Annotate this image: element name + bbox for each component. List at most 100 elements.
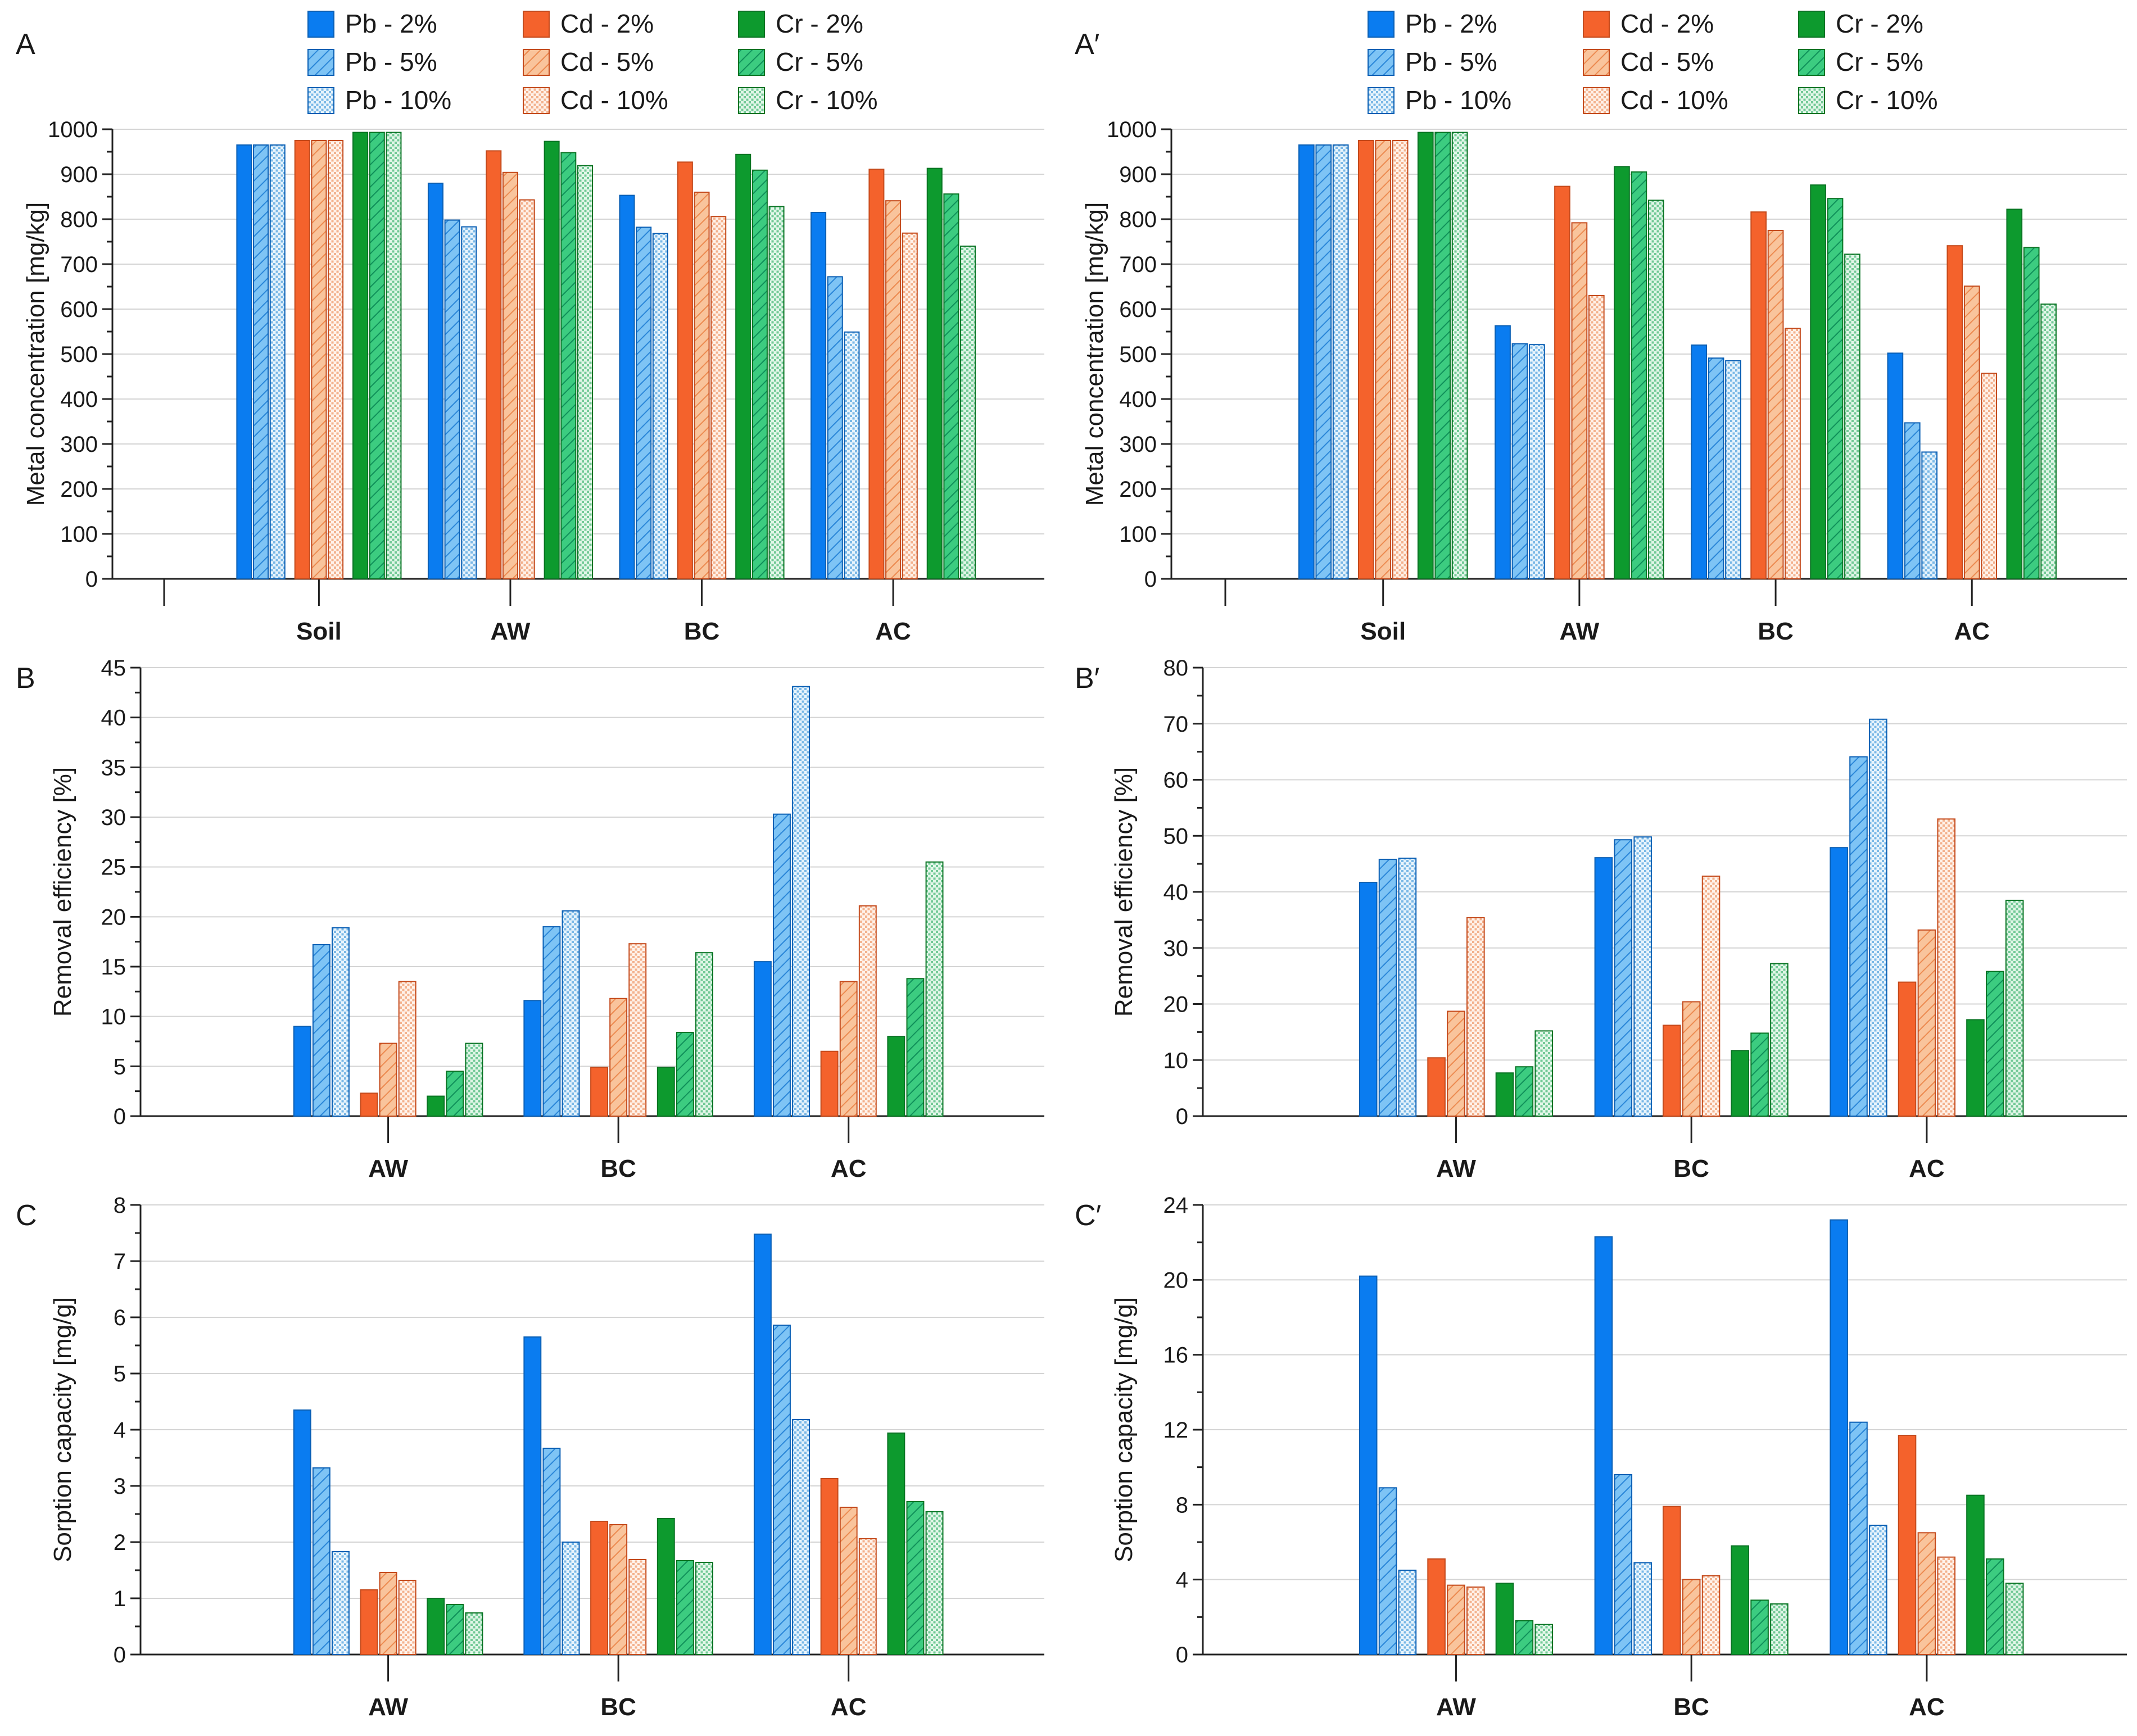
bar-cd-5pct-ac	[1963, 285, 1980, 579]
bar-cr-5pct-aw	[1515, 1620, 1534, 1655]
legend-label-cr-5pct: Cr - 5%	[1836, 47, 1923, 76]
bar-cr-2pct-bc	[657, 1067, 675, 1117]
bar-cr-10pct-soil	[1451, 132, 1468, 580]
bar-cd-2pct-aw	[1427, 1057, 1446, 1117]
y-tick-label: 30	[1163, 936, 1189, 961]
y-tick-label: 6	[114, 1306, 126, 1330]
legend-label-cr-2pct: Cr - 2%	[1836, 9, 1923, 38]
bar-pb-5pct-ac	[1849, 1421, 1868, 1656]
y-tick-label: 0	[114, 1104, 126, 1129]
bar-cd-5pct-ac	[1917, 929, 1936, 1117]
legend-swatch-pb-2pct	[1368, 11, 1395, 38]
bar-cd-5pct-ac	[839, 981, 858, 1117]
legend-swatch-cd-2pct	[523, 11, 550, 38]
category-label-ac: AC	[1909, 1693, 1945, 1721]
bar-cr-5pct-bc	[1750, 1599, 1769, 1655]
category-label-ac: AC	[831, 1693, 867, 1721]
legend-label-cr-5pct: Cr - 5%	[776, 47, 863, 76]
bar-pb-5pct-bc	[542, 1448, 561, 1655]
legend-swatch-pb-2pct	[307, 11, 334, 38]
bar-pb-10pct-soil	[1332, 144, 1349, 579]
bar-pb-5pct-ac	[827, 276, 843, 579]
bar-pb-5pct-soil	[253, 144, 269, 579]
legend-swatch-cd-5pct	[1583, 49, 1610, 76]
bar-pb-2pct-aw	[293, 1026, 311, 1117]
panel-label-a: A	[16, 28, 35, 61]
y-tick-label: 800	[60, 207, 98, 232]
bar-pb-2pct-aw	[1495, 325, 1511, 579]
bar-cd-10pct-ac	[858, 905, 877, 1117]
panel-a-prime: A′ 0 100 200 300 400 500 600 700 800 900 1000 Metal …	[1075, 28, 2127, 645]
bar-cd-10pct-ac	[858, 1538, 877, 1655]
y-tick-label: 7	[114, 1249, 126, 1274]
y-axis-title: Removal efficiency [%]	[1110, 767, 1138, 1017]
y-tick-label: 30	[101, 805, 126, 830]
bar-cr-10pct-ac	[2005, 1583, 2024, 1655]
bar-pb-5pct-ac	[773, 813, 791, 1117]
bar-cr-2pct-ac	[1966, 1494, 1985, 1656]
y-tick-label: 400	[1119, 387, 1157, 412]
bar-cd-10pct-bc	[710, 216, 727, 579]
bar-cr-5pct-soil	[369, 132, 385, 580]
category-label-ac: AC	[831, 1155, 867, 1182]
panel-label-c-prime: C′	[1075, 1199, 1101, 1232]
bar-pb-10pct-bc	[1725, 360, 1741, 579]
bar-pb-5pct-bc	[1614, 1474, 1633, 1655]
bar-pb-5pct-soil	[1315, 144, 1332, 579]
panel-label-c: C	[16, 1199, 37, 1232]
bar-pb-2pct-ac	[753, 961, 772, 1117]
category-label-soil: Soil	[296, 618, 342, 645]
bar-cd-2pct-aw	[360, 1589, 378, 1655]
bar-cr-10pct-ac	[925, 861, 944, 1117]
bar-pb-10pct-ac	[792, 686, 811, 1117]
bar-cr-10pct-bc	[1844, 253, 1860, 579]
bar-cd-10pct-bc	[628, 1559, 647, 1655]
panel-c: C 0 1 2 3 4 5 6 7 8 Sorption capacity [mg/g] AW BC AC	[16, 1193, 1044, 1721]
bar-cr-10pct-bc	[1770, 963, 1789, 1117]
bar-pb-10pct-bc	[652, 233, 668, 580]
y-tick-label: 8	[1176, 1493, 1188, 1517]
bar-cr-5pct-bc	[751, 169, 768, 579]
bar-cr-5pct-ac	[2023, 247, 2040, 579]
y-tick-label: 4	[1176, 1568, 1188, 1593]
panel-label-b-prime: B′	[1075, 662, 1099, 695]
bar-cr-2pct-bc	[1731, 1050, 1750, 1117]
bar-cr-5pct-aw	[446, 1071, 464, 1117]
bar-pb-2pct-ac	[753, 1234, 772, 1655]
bar-cr-2pct-bc	[657, 1518, 675, 1655]
bar-cd-5pct-bc	[694, 192, 710, 579]
legend-label-cd-5pct: Cd - 5%	[560, 47, 654, 76]
category-label-bc: BC	[684, 618, 720, 645]
y-tick-label: 400	[60, 387, 98, 412]
legend-swatch-cr-5pct	[738, 49, 765, 76]
bar-cr-2pct-bc	[1731, 1545, 1750, 1656]
bar-pb-10pct-ac	[1869, 718, 1887, 1117]
bar-pb-2pct-ac	[1830, 1219, 1848, 1656]
bar-cd-10pct-bc	[1701, 1575, 1721, 1655]
bar-cd-2pct-ac	[820, 1478, 839, 1655]
bar-cd-2pct-ac	[820, 1050, 839, 1117]
panel-c-prime: C′ 0 4 8 12 16 20 24 Sorption capacity [mg/g] AW B…	[1075, 1193, 2127, 1721]
panel-label-b: B	[16, 662, 35, 695]
bar-pb-5pct-ac	[1849, 756, 1868, 1117]
bar-cr-10pct-ac	[925, 1511, 944, 1655]
bar-cr-5pct-aw	[1515, 1066, 1534, 1117]
category-label-aw: AW	[1436, 1693, 1476, 1721]
bar-pb-2pct-bc	[523, 1336, 542, 1655]
y-tick-label: 70	[1163, 712, 1189, 737]
y-tick-label: 35	[101, 755, 126, 780]
bar-cr-10pct-aw	[577, 165, 593, 579]
bar-cd-10pct-ac	[1981, 373, 1998, 580]
bar-pb-10pct-aw	[1398, 858, 1417, 1117]
bar-pb-10pct-bc	[1633, 1562, 1652, 1656]
bar-cd-2pct-aw	[1427, 1558, 1446, 1655]
legend-swatch-cd-10pct	[523, 87, 550, 114]
y-tick-label: 900	[60, 162, 98, 187]
y-tick-label: 1000	[48, 117, 98, 142]
bar-pb-2pct-bc	[523, 1000, 542, 1117]
bar-cr-10pct-aw	[465, 1612, 483, 1655]
y-axis-title: Metal concentration [mg/kg]	[1081, 202, 1108, 506]
bar-cd-5pct-bc	[1767, 230, 1784, 579]
y-tick-label: 20	[1163, 992, 1189, 1017]
